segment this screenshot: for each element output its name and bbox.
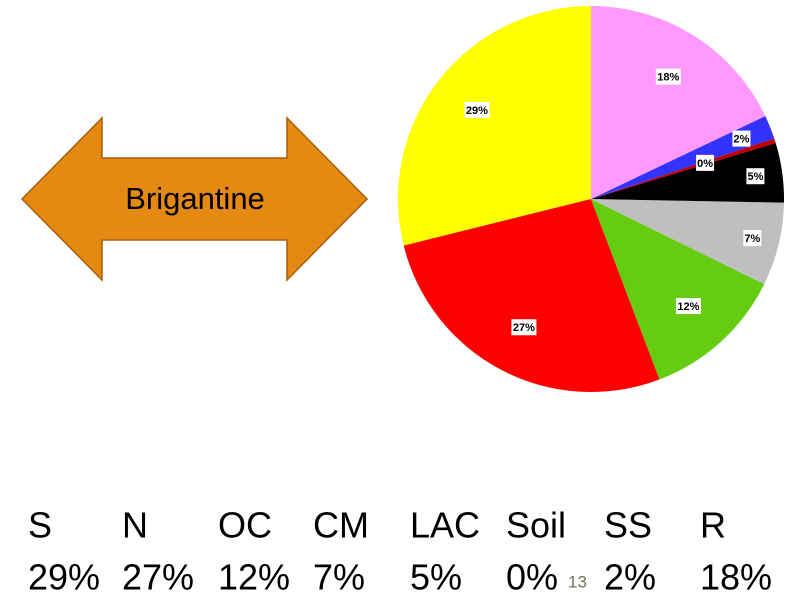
legend-name: SS [604,505,652,546]
data-label: 5% [747,171,763,183]
slide-number: 13 [568,572,587,591]
data-label-box [743,230,762,247]
legend-value: 12% [218,557,290,598]
data-label-box [511,319,537,336]
legend-name: S [28,505,52,546]
double-arrow [20,116,369,282]
pie-slice [397,6,591,246]
legend-name: LAC [410,505,480,546]
arrow-label: Brigantine [125,181,265,216]
data-label: 12% [677,301,699,313]
data-label: 7% [744,233,760,245]
data-label: 29% [466,105,488,117]
legend-value: 27% [122,557,194,598]
legend-value: 0% [506,557,558,598]
data-label-box [655,68,681,85]
legend-name: R [700,505,726,546]
pie [397,5,785,393]
legend-name: CM [313,505,369,546]
data-label: 0% [697,158,713,170]
legend-name: N [122,505,148,546]
legend-name: Soil [506,505,566,546]
data-label: 27% [513,322,535,334]
legend-value: 18% [700,557,772,598]
pie-slice [591,116,775,199]
data-label-box [696,154,715,171]
pie-slice [591,138,776,199]
pie-slice [591,5,766,199]
data-label-box [746,168,765,185]
legend-value: 2% [604,557,656,598]
data-label-box [732,130,751,147]
legend-name: OC [218,505,272,546]
data-label-box [675,298,701,315]
data-label: 2% [733,134,749,146]
pie-slice [591,143,785,203]
data-label-box [464,101,490,118]
legend-value: 5% [410,557,462,598]
pie-slice [403,199,660,393]
legend-value: 7% [313,557,365,598]
pie-slice [591,199,765,380]
data-label: 18% [657,72,679,84]
pie-slice [591,199,784,285]
legend-value: 29% [28,557,100,598]
